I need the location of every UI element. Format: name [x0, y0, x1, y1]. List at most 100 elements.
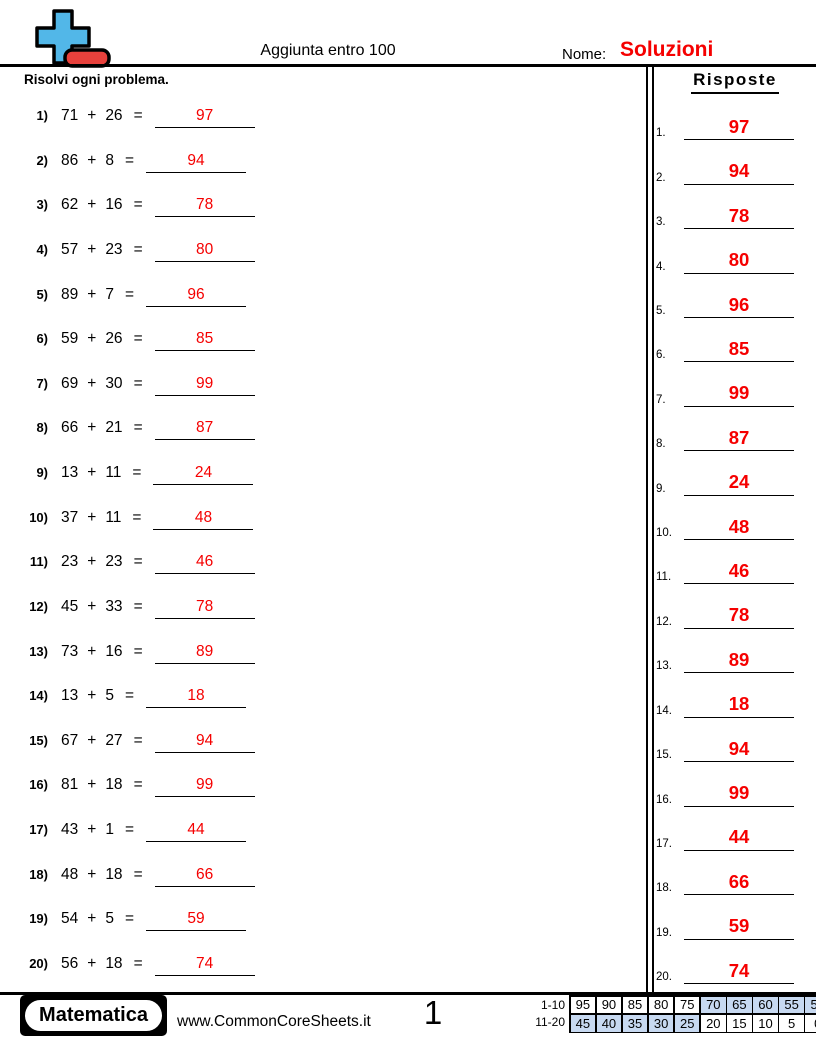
- problem-row: 11) 23 + 23 = 46: [24, 541, 630, 586]
- problem-answer-blank[interactable]: 80: [154, 241, 255, 262]
- score-cell: 65: [727, 996, 752, 1014]
- answer-number: 2.: [656, 171, 666, 184]
- answer-blank[interactable]: 18: [684, 695, 794, 718]
- problem-answer-blank[interactable]: 99: [154, 776, 255, 798]
- answer-row: 4. 80: [656, 229, 814, 274]
- score-cell: 85: [622, 996, 648, 1014]
- answer-blank[interactable]: 44: [684, 828, 794, 851]
- score-label-row1: 1-10: [540, 998, 565, 1012]
- answer-blank[interactable]: 66: [684, 872, 794, 896]
- plus-sign: +: [87, 330, 97, 348]
- answer-number: 15.: [656, 749, 672, 762]
- problem-number: 8): [36, 420, 48, 436]
- name-label: Nome:: [562, 46, 607, 63]
- answer-blank[interactable]: 87: [684, 428, 794, 452]
- problem-answer-blank[interactable]: 94: [154, 732, 255, 753]
- answer-number: 13.: [656, 660, 672, 673]
- plus-sign: +: [87, 419, 97, 437]
- answer-row: 1. 97: [656, 96, 814, 141]
- answer-blank[interactable]: 46: [684, 561, 794, 585]
- score-cell: 5: [779, 1014, 804, 1032]
- equals-sign: =: [133, 776, 143, 794]
- addend-a: 13: [61, 464, 79, 481]
- equals-sign: =: [133, 196, 143, 214]
- answer-row: 17. 44: [656, 807, 814, 851]
- addend-a: 66: [61, 419, 79, 437]
- answer-row: 20. 74: [656, 940, 814, 985]
- problem-answer-blank[interactable]: 87: [154, 419, 255, 441]
- commoncoresheets-logo: [35, 9, 111, 68]
- answer-blank[interactable]: 99: [684, 384, 794, 407]
- problem-number: 20): [29, 955, 48, 971]
- problem-answer-blank[interactable]: 99: [154, 375, 255, 396]
- plus-sign: +: [87, 374, 97, 392]
- problem-answer-blank[interactable]: 96: [146, 286, 246, 307]
- answer-number: 11.: [656, 571, 672, 584]
- answer-blank[interactable]: 78: [684, 206, 794, 230]
- answer-blank[interactable]: 94: [684, 162, 794, 185]
- problem-answer-blank[interactable]: 94: [146, 152, 246, 173]
- problem-answer-blank[interactable]: 18: [146, 687, 246, 709]
- answer-blank[interactable]: 78: [684, 606, 794, 629]
- addend-b: 26: [105, 107, 123, 124]
- answer-blank[interactable]: 74: [684, 961, 794, 985]
- problem-number: 17): [29, 822, 48, 837]
- problem-answer-blank[interactable]: 78: [154, 196, 255, 218]
- problem-answer-blank[interactable]: 78: [154, 598, 255, 619]
- addend-a: 86: [61, 151, 79, 169]
- equals-sign: =: [133, 731, 143, 749]
- answer-blank[interactable]: 94: [684, 739, 794, 763]
- addend-b: 18: [105, 776, 123, 794]
- plus-sign: +: [87, 642, 97, 660]
- equals-sign: =: [133, 374, 143, 392]
- instruction-text: Risolvi ogni problema.: [24, 72, 169, 87]
- addend-b: 27: [105, 731, 123, 749]
- answer-blank[interactable]: 85: [684, 339, 794, 363]
- problem-number: 5): [36, 286, 48, 302]
- addend-b: 16: [105, 642, 123, 660]
- problem-answer-blank[interactable]: 74: [154, 955, 255, 976]
- problem-answer-blank[interactable]: 66: [154, 866, 255, 887]
- answer-blank[interactable]: 96: [684, 295, 794, 319]
- problem-row: 5) 89 + 7 = 96: [24, 274, 630, 319]
- answer-row: 3. 78: [656, 185, 814, 230]
- problem-answer-blank[interactable]: 44: [146, 821, 246, 843]
- problem-answer-blank[interactable]: 24: [153, 464, 254, 486]
- problem-row: 10) 37 + 11 = 48: [24, 497, 630, 542]
- equals-sign: =: [133, 553, 143, 571]
- problem-answer-blank[interactable]: 97: [154, 107, 255, 129]
- answer-number: 3.: [656, 216, 666, 229]
- answer-blank[interactable]: 99: [684, 783, 794, 807]
- addend-b: 26: [105, 330, 123, 348]
- addend-b: 5: [105, 687, 114, 705]
- problem-row: 14) 13 + 5 = 18: [24, 675, 630, 720]
- answer-blank[interactable]: 89: [684, 650, 794, 674]
- problem-answer-blank[interactable]: 48: [153, 509, 254, 530]
- answer-number: 1.: [656, 127, 666, 140]
- answer-blank[interactable]: 48: [684, 517, 794, 541]
- problem-answer-blank[interactable]: 85: [154, 330, 255, 352]
- score-cell: 55: [779, 996, 804, 1014]
- addend-b: 18: [105, 954, 123, 972]
- answer-blank[interactable]: 59: [684, 917, 794, 940]
- score-cell: 70: [701, 996, 726, 1014]
- addend-b: 1: [105, 821, 114, 838]
- answer-blank[interactable]: 97: [684, 117, 794, 141]
- answer-number: 4.: [656, 260, 666, 273]
- equals-sign: =: [133, 419, 143, 437]
- answer-number: 5.: [656, 305, 666, 318]
- score-cell: 0: [805, 1014, 816, 1032]
- problem-answer-blank[interactable]: 46: [154, 553, 255, 575]
- plus-sign: +: [87, 954, 97, 972]
- problem-answer-blank[interactable]: 59: [146, 910, 246, 932]
- problem-answer-blank[interactable]: 89: [154, 643, 255, 664]
- answer-row: 8. 87: [656, 407, 814, 452]
- problem-row: 2) 86 + 8 = 94: [24, 140, 630, 185]
- answer-blank[interactable]: 24: [684, 473, 794, 496]
- answer-blank[interactable]: 80: [684, 251, 794, 274]
- score-cell: 20: [701, 1014, 726, 1032]
- equals-sign: =: [124, 821, 134, 838]
- equals-sign: =: [133, 330, 143, 348]
- equals-sign: =: [124, 910, 134, 928]
